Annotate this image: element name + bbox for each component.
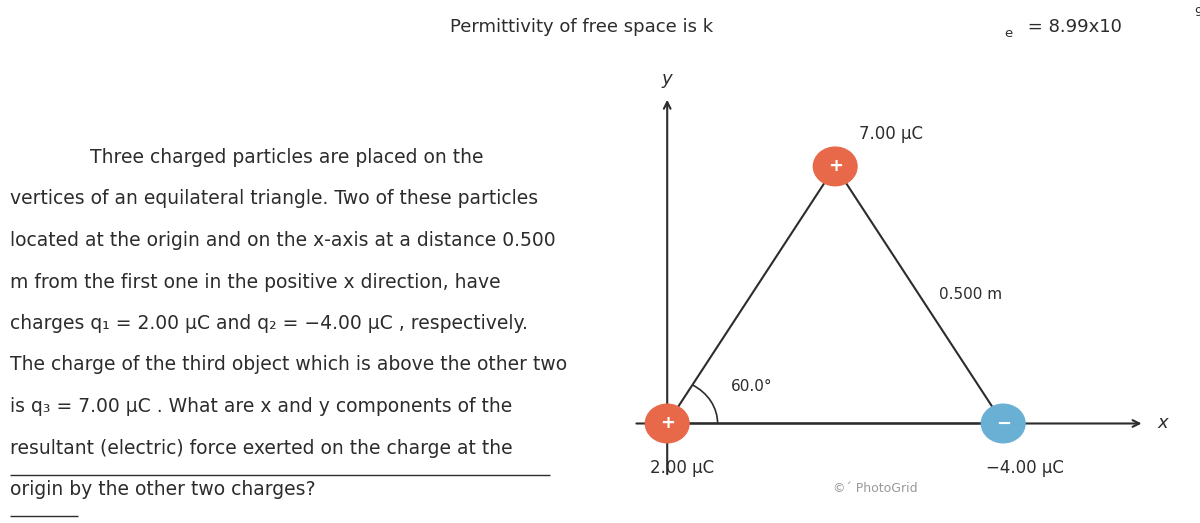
Text: Three charged particles are placed on the: Three charged particles are placed on th… [90,148,484,167]
Text: +: + [660,415,674,433]
Text: is q₃ = 7.00 μC . What are x and y components of the: is q₃ = 7.00 μC . What are x and y compo… [10,397,512,416]
Text: Permittivity of free space is k: Permittivity of free space is k [450,18,713,36]
Text: The charge of the third object which is above the other two: The charge of the third object which is … [10,356,568,374]
Circle shape [646,404,689,443]
Text: 7.00 μC: 7.00 μC [859,124,923,143]
Text: origin by the other two charges?: origin by the other two charges? [10,480,316,499]
Text: m from the first one in the positive x direction, have: m from the first one in the positive x d… [10,272,500,291]
Text: e: e [1004,27,1013,40]
Text: +: + [828,157,842,175]
Text: 9: 9 [1194,6,1200,19]
Circle shape [982,404,1025,443]
Circle shape [814,147,857,186]
Text: located at the origin and on the x-axis at a distance 0.500: located at the origin and on the x-axis … [10,231,556,250]
Text: vertices of an equilateral triangle. Two of these particles: vertices of an equilateral triangle. Two… [10,189,538,209]
Text: 60.0°: 60.0° [731,379,773,394]
Text: 2.00 μC: 2.00 μC [650,459,714,477]
Text: charges q₁ = 2.00 μC and q₂ = −4.00 μC , respectively.: charges q₁ = 2.00 μC and q₂ = −4.00 μC ,… [10,314,528,333]
Text: = 8.99x10: = 8.99x10 [1022,18,1122,36]
Text: y: y [662,70,672,88]
Text: 0.500 m: 0.500 m [940,288,1002,302]
Text: x: x [1158,415,1169,433]
Text: −4.00 μC: −4.00 μC [986,459,1064,477]
Text: ©´ PhotoGrid: ©´ PhotoGrid [833,482,918,495]
Text: resultant (electric) force exerted on the charge at the: resultant (electric) force exerted on th… [10,438,512,458]
Text: −: − [996,415,1010,433]
